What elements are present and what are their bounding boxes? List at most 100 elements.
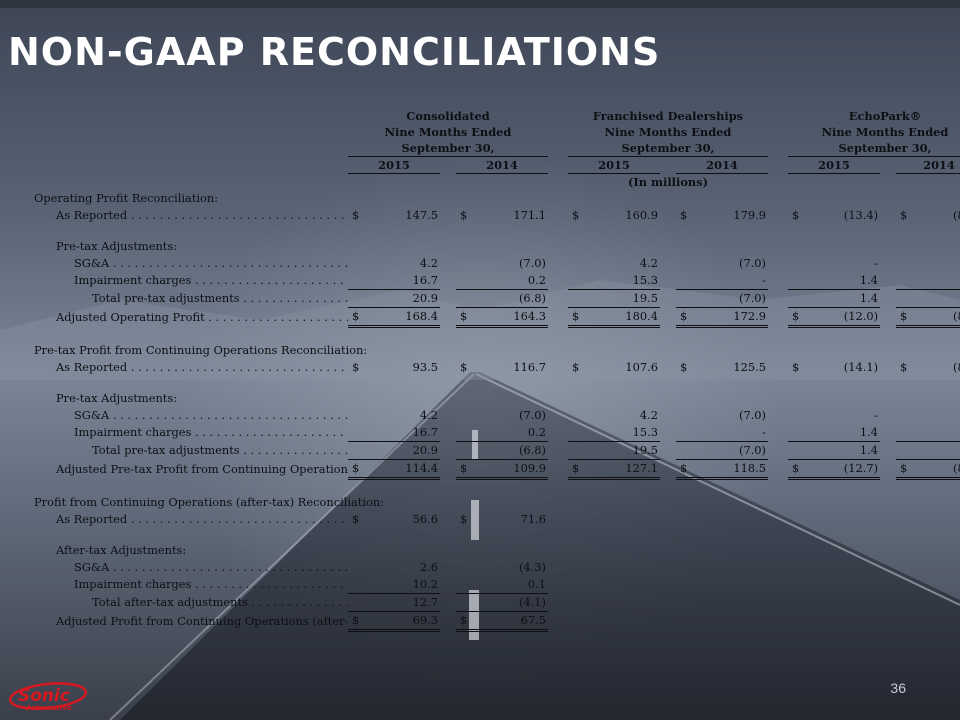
currency-cell: $: [788, 307, 813, 328]
value-cell: 0.2: [480, 272, 548, 290]
value-cell: (6.8): [480, 289, 548, 308]
page-title: NON-GAAP RECONCILIATIONS: [8, 30, 661, 74]
currency-cell: [788, 289, 813, 308]
currency-cell: [568, 255, 592, 272]
header-date: September 30,: [401, 141, 495, 155]
currency-cell: $: [572, 208, 580, 222]
section-label: Profit from Continuing Operations (after…: [34, 495, 385, 509]
currency-cell: [456, 441, 480, 460]
currency-cell: $: [460, 208, 468, 222]
currency-cell: [896, 612, 920, 631]
value-cell: 160.9: [625, 208, 658, 222]
currency-cell: [568, 511, 592, 528]
value-cell: [812, 511, 880, 528]
currency-cell: $: [676, 307, 700, 328]
row-label: As Reported . . . . . . . . . . . . . . …: [56, 512, 348, 526]
year-header: 2015: [568, 156, 660, 174]
value-cell: [700, 511, 768, 528]
section-label: Pre-tax Profit from Continuing Operation…: [34, 343, 368, 357]
value-cell: (13.4): [843, 208, 879, 222]
value-cell: 10.2: [372, 576, 440, 594]
value-cell: 147.5: [405, 208, 438, 222]
table-row: As Reported . . . . . . . . . . . . . . …: [34, 359, 960, 376]
value-cell: [700, 559, 768, 576]
header-date: September 30,: [838, 141, 932, 155]
table-row: As Reported . . . . . . . . . . . . . . …: [34, 207, 960, 224]
currency-cell: $: [572, 360, 580, 374]
value-cell: 0.2: [480, 424, 548, 442]
value-cell: (6.8): [480, 441, 548, 460]
value-cell: 67.5: [480, 611, 548, 632]
value-cell: 71.6: [520, 512, 546, 526]
header-row-years: 2015 2014 2015 2014 2015 2014: [34, 156, 960, 174]
currency-cell: [788, 424, 813, 442]
value-cell: 1.4: [812, 272, 881, 290]
row-label: Adjusted Operating Profit . . . . . . . …: [56, 309, 348, 324]
currency-cell: [348, 559, 372, 576]
top-bar: [0, 0, 960, 8]
table-row: Adjusted Pre-tax Profit from Continuing …: [34, 459, 960, 480]
currency-cell: $: [676, 459, 700, 480]
currency-cell: $: [792, 360, 800, 374]
currency-cell: $: [352, 360, 360, 374]
value-cell: [592, 612, 660, 631]
svg-text:Sonic: Sonic: [18, 686, 70, 706]
currency-cell: [676, 594, 700, 612]
value-cell: 4.2: [419, 408, 438, 422]
page-number: 36: [890, 680, 906, 696]
table-row: Total pre-tax adjustments . . . . . . . …: [34, 289, 960, 308]
units-label: (In millions): [628, 175, 709, 189]
value-cell: 114.4: [372, 459, 440, 480]
spacer-row: [34, 224, 960, 238]
currency-cell: [676, 612, 700, 631]
value-cell: 125.5: [733, 360, 767, 374]
currency-cell: [348, 255, 372, 272]
currency-cell: $: [348, 611, 372, 632]
currency-cell: $: [456, 307, 480, 328]
currency-cell: [788, 576, 812, 594]
currency-cell: $: [348, 459, 372, 480]
value-cell: (7.0): [739, 256, 767, 270]
currency-cell: [568, 559, 592, 576]
value-cell: 16.7: [372, 424, 440, 442]
row-label: Adjusted Pre-tax Profit from Continuing …: [56, 461, 348, 476]
value-cell: 107.6: [625, 360, 658, 374]
value-cell: [812, 594, 880, 612]
value-cell: 172.9: [700, 307, 769, 328]
value-cell: 0.2: [920, 441, 960, 460]
value-cell: (8.8): [953, 208, 960, 222]
row-label: Impairment charges . . . . . . . . . . .…: [74, 273, 348, 288]
value-cell: (14.1): [843, 360, 879, 374]
row-label: SG&A . . . . . . . . . . . . . . . . . .…: [74, 408, 348, 422]
currency-cell: [348, 289, 372, 308]
currency-cell: [348, 272, 372, 290]
header-row-units: (In millions): [34, 174, 960, 191]
row-label: Total after-tax adjustments . . . . . . …: [92, 595, 348, 609]
value-cell: [920, 576, 960, 594]
currency-cell: [456, 559, 480, 576]
currency-cell: [676, 441, 700, 460]
year-header: 2015: [788, 156, 881, 174]
value-cell: -: [700, 272, 769, 290]
value-cell: 116.7: [513, 360, 546, 374]
value-cell: (7.0): [518, 256, 546, 270]
value-cell: -: [920, 255, 960, 272]
value-cell: [812, 612, 880, 631]
header-row-date: September 30, September 30, September 30…: [34, 140, 960, 157]
value-cell: (8.6): [920, 459, 960, 480]
reconciliation-table: Consolidated Franchised Dealerships Echo…: [34, 108, 960, 632]
value-cell: 12.7: [372, 593, 440, 612]
value-cell: 118.5: [700, 459, 769, 480]
value-cell: [920, 612, 960, 631]
value-cell: 171.1: [513, 208, 546, 222]
value-cell: 56.6: [412, 512, 438, 526]
currency-cell: $: [568, 459, 592, 480]
currency-cell: [896, 576, 920, 594]
value-cell: [700, 612, 768, 631]
currency-cell: [896, 559, 920, 576]
currency-cell: [896, 424, 921, 442]
table-row: Adjusted Operating Profit . . . . . . . …: [34, 307, 960, 328]
section-label: Pre-tax Adjustments:: [56, 239, 178, 253]
table-row: Impairment charges . . . . . . . . . . .…: [34, 424, 960, 442]
value-cell: [592, 576, 660, 594]
